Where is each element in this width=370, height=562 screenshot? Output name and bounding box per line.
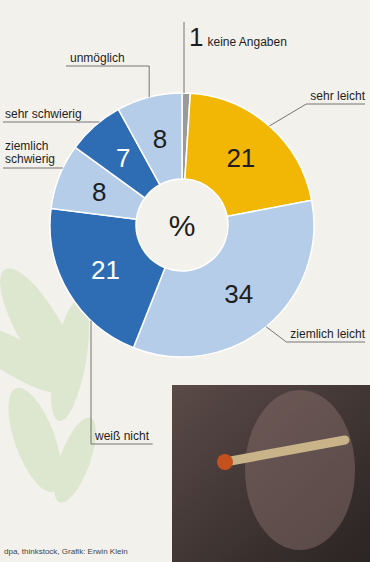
- data-label: 34: [224, 279, 253, 309]
- category-label: sehr leicht: [310, 89, 365, 103]
- chart: % 1 21 34 21 878 keine Angaben sehr leicht zieml…: [0, 0, 370, 562]
- category-label: sehr schwierig: [5, 107, 82, 121]
- data-label: 21: [226, 143, 255, 173]
- label-line: schwierig: [5, 152, 55, 166]
- data-label: 8: [92, 177, 106, 207]
- category-label: keine Angaben: [207, 35, 286, 49]
- category-label: ziemlich leicht: [290, 327, 365, 341]
- leader-line: [266, 327, 365, 342]
- data-label: 1: [189, 22, 203, 52]
- category-label: unmöglich: [70, 51, 125, 65]
- photo-ember: [217, 454, 233, 470]
- slice: [50, 208, 165, 347]
- slices: [50, 93, 314, 357]
- labels: % 1 21 34 21 878 keine Angaben sehr leicht zieml…: [4, 22, 366, 556]
- leaders: [3, 22, 365, 444]
- leader-line: [269, 104, 365, 126]
- leader-line: [3, 168, 63, 169]
- leader-line: [184, 22, 185, 93]
- data-label: 21: [91, 255, 120, 285]
- label-line: ziemlich: [5, 139, 48, 153]
- data-label: 7: [116, 143, 130, 173]
- category-label: ziemlichschwierig: [5, 139, 55, 166]
- photo-joint: [225, 440, 345, 462]
- data-label: 8: [153, 124, 167, 154]
- leader-line: [3, 122, 99, 123]
- category-label: weiß nicht: [94, 429, 150, 443]
- photo-hand: [245, 390, 355, 550]
- photo: [172, 385, 370, 562]
- leaf: [46, 413, 105, 508]
- leader-line: [66, 66, 149, 97]
- leader-line: [91, 321, 153, 444]
- center-label: %: [169, 209, 196, 242]
- source: dpa, thinkstock, Grafik: Erwin Klein: [4, 547, 128, 556]
